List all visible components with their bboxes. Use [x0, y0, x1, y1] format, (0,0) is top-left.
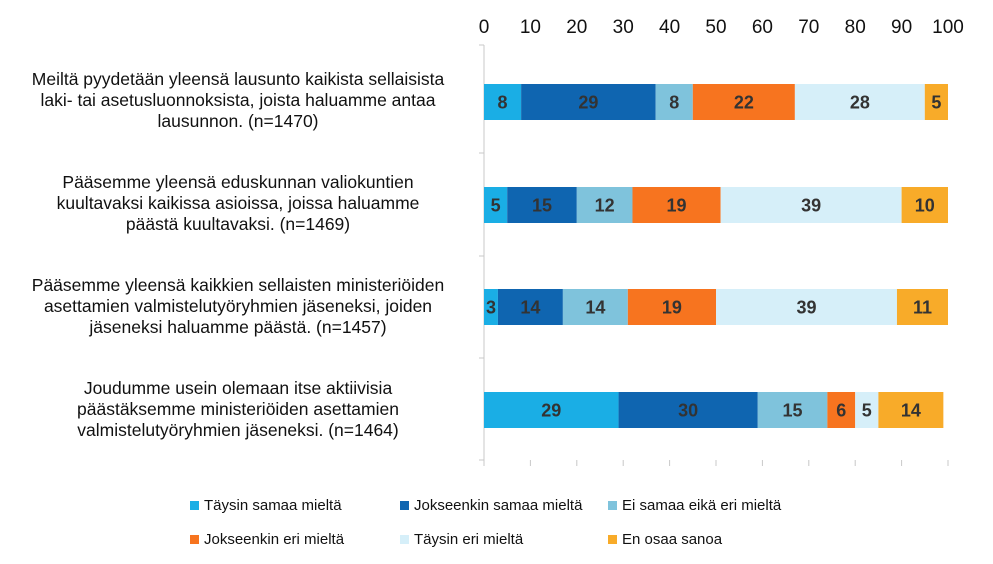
- legend-label: Ei samaa eikä eri mieltä: [622, 497, 782, 514]
- bar-segment: [655, 84, 693, 120]
- category-label: Joudumme usein olemaan itse aktiivisia pä…: [4, 378, 472, 441]
- category-label-line: kuultavaksi kaikissa asioissa, joissa ha…: [56, 193, 420, 213]
- category-label-line: laki- tai asetusluonnoksista, joista hal…: [40, 90, 436, 110]
- legend-swatch: [190, 501, 199, 510]
- legend-item: Täysin eri mieltä: [400, 531, 523, 548]
- bar-segment: [855, 392, 879, 428]
- x-tick-label: 20: [566, 17, 587, 38]
- x-tick-label: 40: [659, 17, 680, 38]
- bar-segment: [618, 392, 758, 428]
- category-label-line: Pääsemme yleensä eduskunnan valiokuntien: [62, 172, 414, 192]
- legend-swatch: [608, 501, 617, 510]
- bar-segment: [484, 84, 522, 120]
- x-tick-label: 60: [752, 17, 773, 38]
- data-label: 19: [662, 298, 682, 318]
- bar-segment: [901, 187, 948, 223]
- legend-label: Täysin eri mieltä: [414, 531, 524, 548]
- data-label: 29: [578, 93, 598, 113]
- category-label-line: lausunnon. (n=1470): [157, 111, 319, 131]
- data-label: 5: [931, 93, 941, 113]
- bar-segment: [507, 187, 577, 223]
- data-label: 29: [541, 401, 561, 421]
- bar-segment: [632, 187, 721, 223]
- bar-segment: [692, 84, 795, 120]
- category-label: Pääsemme yleensä eduskunnan valiokuntien…: [4, 172, 472, 235]
- bar-segment: [896, 289, 948, 325]
- legend-swatch: [190, 535, 199, 544]
- bar-segment: [716, 289, 897, 325]
- data-label: 30: [678, 401, 698, 421]
- data-label: 14: [520, 298, 540, 318]
- data-label: 14: [585, 298, 605, 318]
- data-label: 15: [532, 196, 552, 216]
- bar-segment: [924, 84, 948, 120]
- legend-item: Täysin samaa mieltä: [190, 497, 342, 514]
- x-tick-label: 80: [845, 17, 866, 38]
- legend-label: Jokseenkin eri mieltä: [204, 531, 345, 548]
- data-label: 22: [734, 93, 754, 113]
- data-label: 14: [901, 401, 921, 421]
- legend-item: Ei samaa eikä eri mieltä: [608, 497, 781, 514]
- legend-swatch: [400, 501, 409, 510]
- category-label: Pääsemme yleensä kaikkien sellaisten min…: [4, 275, 472, 338]
- legend: Täysin samaa mieltä Jokseenkin samaa miel…: [190, 493, 810, 553]
- data-label: 11: [913, 298, 932, 318]
- bar-segment: [497, 289, 563, 325]
- x-tick-label: 10: [520, 17, 541, 38]
- category-label-line: päästäksemme ministeriöiden asettamien: [77, 399, 399, 419]
- category-label-line: asettamien valmistelutyöryhmien jäseneks…: [43, 296, 433, 316]
- bar-segment: [484, 289, 498, 325]
- bar-segment: [720, 187, 902, 223]
- data-label: 12: [595, 196, 615, 216]
- data-label: 19: [667, 196, 687, 216]
- legend-swatch: [400, 535, 409, 544]
- data-label: 8: [498, 93, 508, 113]
- legend-label: Jokseenkin samaa mieltä: [414, 497, 583, 514]
- category-label-line: päästä kuultavaksi. (n=1469): [125, 214, 351, 234]
- x-tick-label: 90: [891, 17, 912, 38]
- bar-segment: [521, 84, 656, 120]
- data-label: 5: [491, 196, 501, 216]
- data-label: 3: [486, 298, 496, 318]
- bar-segment: [827, 392, 856, 428]
- legend-item: Jokseenkin samaa mieltä: [400, 497, 582, 514]
- bar-segment: [484, 187, 508, 223]
- bar-segment: [794, 84, 925, 120]
- bar-segment: [562, 289, 628, 325]
- legend-item: En osaa sanoa: [608, 531, 722, 548]
- x-tick-label: 30: [613, 17, 634, 38]
- data-label: 39: [801, 196, 821, 216]
- data-label: 6: [836, 401, 846, 421]
- category-label: Meiltä pyydetään yleensä lausunto kaikis…: [4, 69, 472, 132]
- legend-swatch: [608, 535, 617, 544]
- legend-label: En osaa sanoa: [622, 531, 723, 548]
- category-label-line: jäseneksi haluamme päästä. (n=1457): [89, 317, 387, 337]
- data-label: 39: [796, 298, 816, 318]
- category-label-line: Pääsemme yleensä kaikkien sellaisten min…: [31, 275, 445, 295]
- bar-segment: [484, 392, 619, 428]
- bar-segment: [627, 289, 716, 325]
- data-label: 8: [669, 93, 679, 113]
- x-tick-label: 0: [479, 17, 490, 38]
- data-label: 5: [862, 401, 872, 421]
- data-label: 10: [915, 196, 935, 216]
- x-tick-label: 50: [705, 17, 726, 38]
- bar-segment: [576, 187, 633, 223]
- x-tick-label: 70: [798, 17, 819, 38]
- category-label-line: Joudumme usein olemaan itse aktiivisia: [83, 378, 393, 398]
- category-label-line: valmistelutyöryhmien jäseneksi. (n=1464): [77, 420, 399, 440]
- legend-label: Täysin samaa mieltä: [204, 497, 342, 514]
- data-label: 28: [850, 93, 870, 113]
- legend-item: Jokseenkin eri mieltä: [190, 531, 344, 548]
- data-label: 15: [783, 401, 803, 421]
- bar-segment: [757, 392, 828, 428]
- x-tick-label: 100: [932, 17, 964, 38]
- bar-segment: [878, 392, 944, 428]
- category-label-line: Meiltä pyydetään yleensä lausunto kaikis…: [31, 69, 445, 89]
